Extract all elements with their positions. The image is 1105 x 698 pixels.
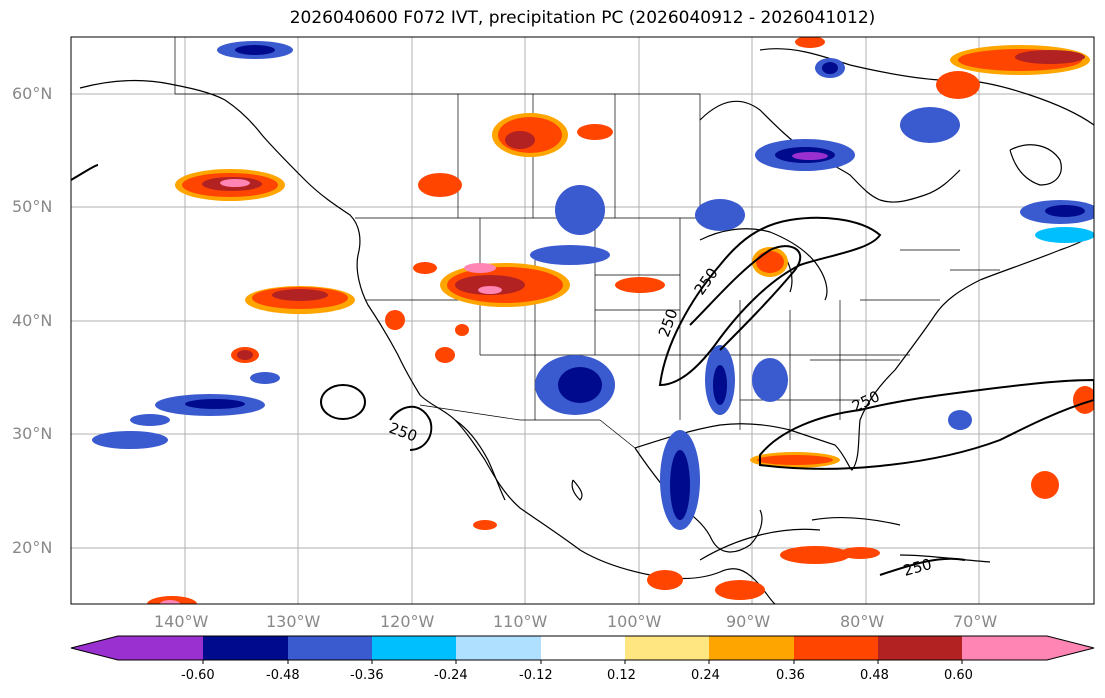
colorbar-tick-label: -0.36 [350, 668, 384, 683]
lon-label: 140°W [154, 612, 209, 631]
colorbar-tick-label: 0.48 [860, 668, 889, 683]
lon-label: 130°W [266, 612, 321, 631]
colorbar-extend-min [71, 636, 118, 660]
colorbar-tick-label: 0.36 [776, 668, 805, 683]
lon-label: 90°W [726, 612, 771, 631]
lon-label: 80°W [840, 612, 885, 631]
colorbar-extend-max [1047, 636, 1094, 660]
lon-label: 70°W [953, 612, 998, 631]
lon-label: 110°W [493, 612, 548, 631]
map-border [70, 36, 1095, 605]
colorbar-tick-label: -0.60 [181, 668, 215, 683]
precip-anomaly-fills [92, 37, 1094, 604]
lat-label: 20°N [12, 538, 53, 557]
lon-label: 120°W [380, 612, 435, 631]
colorbar-tick-label: 0.60 [944, 668, 973, 683]
colorbar [70, 635, 1095, 664]
colorbar-tick-label: -0.48 [266, 668, 300, 683]
map-content: 250 250 250 250 250 [71, 37, 1094, 604]
lat-label: 50°N [12, 197, 53, 216]
coastlines [79, 48, 1094, 604]
colorbar-tick-label: 0.24 [691, 668, 720, 683]
lat-label: 30°N [12, 424, 53, 443]
lon-label: 100°W [607, 612, 662, 631]
borders [174, 37, 1000, 449]
colorbar-tick-label: -0.24 [434, 668, 468, 683]
map-title: 2026040600 F072 IVT, precipitation PC (2… [289, 8, 876, 28]
ivt-contours [71, 164, 1094, 576]
lat-label: 40°N [12, 311, 53, 330]
colorbar-tick-label: -0.12 [519, 668, 553, 683]
lat-label: 60°N [12, 84, 53, 103]
colorbar-tick-label: 0.12 [607, 668, 636, 683]
